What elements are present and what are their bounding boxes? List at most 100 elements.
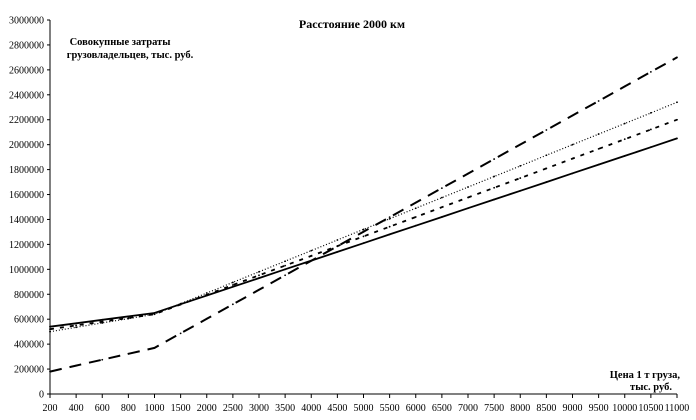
data-point-dotted (284, 260, 287, 263)
series-line-dotted (49, 101, 678, 333)
x-tick-label: 10500 (638, 403, 663, 414)
y-tick-label: 600000 (14, 315, 44, 326)
data-point-long-dash (649, 71, 652, 73)
data-point-solid (571, 172, 574, 175)
data-point-long-dash (623, 85, 626, 88)
x-tick-label: 8500 (536, 403, 556, 414)
y-tick-label: 1600000 (9, 190, 44, 201)
x-tick-label: 8000 (510, 403, 530, 414)
data-point-long-dash (101, 358, 104, 361)
data-point-long-dash (388, 216, 391, 219)
data-point-dotted (597, 133, 600, 135)
data-point-solid (336, 250, 339, 253)
y-axis-label-line2: грузовладельцев, тыс. руб. (67, 50, 194, 61)
data-point-dotted (310, 249, 313, 252)
data-point-dotted (336, 239, 339, 241)
data-point-short-dash (231, 284, 234, 286)
data-point-short-dash (649, 128, 652, 131)
data-point-dotted (571, 143, 574, 146)
data-point-long-dash (545, 129, 548, 131)
data-point-solid (597, 163, 600, 166)
series-line-short-dash (49, 118, 678, 331)
x-tick-label: 7000 (458, 403, 478, 414)
data-point-solid (388, 233, 391, 236)
x-tick-label: 3500 (275, 403, 295, 414)
data-point-solid (467, 207, 469, 210)
y-axis-label-line1: Совокупные затраты (70, 37, 171, 48)
x-tick-label: 200 (43, 403, 58, 414)
data-point-short-dash (467, 196, 469, 199)
y-tick-label: 1000000 (9, 265, 44, 276)
data-point-dotted (49, 330, 51, 333)
data-point-long-dash (231, 303, 234, 306)
data-point-dotted (545, 154, 548, 157)
data-point-dotted (623, 122, 626, 125)
data-point-solid (101, 318, 104, 321)
x-tick-label: 9500 (589, 403, 609, 414)
data-point-short-dash (414, 216, 417, 218)
data-point-long-dash (75, 364, 78, 367)
x-tick-label: 4500 (327, 403, 347, 414)
data-point-dotted (362, 228, 365, 231)
data-point-short-dash (571, 157, 574, 160)
x-tick-label: 3000 (249, 403, 269, 414)
data-point-solid (545, 181, 548, 183)
y-tick-label: 2400000 (9, 90, 44, 101)
x-axis-label-line1: Цена 1 т груза, (610, 370, 681, 381)
data-point-short-dash (284, 264, 287, 267)
y-tick-label: 3000000 (9, 16, 44, 27)
data-point-solid (440, 216, 443, 218)
data-point-long-dash (414, 201, 417, 204)
data-point-long-dash (571, 114, 574, 117)
x-tick-label: 9000 (563, 403, 583, 414)
y-tick-label: 0 (39, 390, 44, 401)
x-tick-label: 6500 (432, 403, 452, 414)
data-point-solid (153, 312, 156, 314)
data-point-dotted (676, 101, 678, 104)
x-tick-label: 1500 (171, 403, 191, 414)
data-point-solid (127, 315, 130, 318)
data-point-long-dash (519, 143, 522, 146)
data-point-long-dash (362, 230, 365, 233)
series-line-long-dash (49, 56, 678, 373)
y-tick-label: 2200000 (9, 115, 44, 126)
y-tick-label: 1800000 (9, 165, 44, 176)
x-tick-label: 800 (121, 403, 136, 414)
data-point-solid (231, 285, 234, 288)
data-point-short-dash (597, 148, 600, 150)
data-point-long-dash (597, 100, 600, 102)
data-point-dotted (75, 326, 78, 329)
data-point-solid (75, 322, 78, 325)
data-point-short-dash (519, 177, 522, 179)
x-tick-label: 2000 (197, 403, 217, 414)
data-point-short-dash (179, 303, 182, 306)
data-point-short-dash (258, 274, 260, 277)
data-point-short-dash (49, 328, 51, 331)
data-point-dotted (493, 175, 496, 178)
data-point-long-dash (493, 158, 496, 160)
y-tick-label: 400000 (14, 340, 44, 351)
data-point-solid (258, 277, 260, 279)
data-point-long-dash (127, 352, 130, 355)
y-tick-label: 2000000 (9, 140, 44, 151)
y-tick-label: 200000 (14, 365, 44, 376)
x-tick-label: 400 (69, 403, 84, 414)
x-tick-label: 5000 (354, 403, 374, 414)
chart-title: Расстояние 2000 км (299, 17, 405, 31)
data-point-dotted (440, 196, 443, 199)
data-point-long-dash (467, 172, 469, 175)
data-point-long-dash (49, 370, 51, 373)
data-point-solid (362, 242, 365, 245)
data-point-solid (414, 224, 417, 227)
data-point-solid (49, 325, 51, 328)
y-tick-label: 2600000 (9, 65, 44, 76)
data-point-short-dash (362, 235, 365, 238)
data-point-dotted (231, 281, 234, 284)
y-tick-label: 1200000 (9, 240, 44, 251)
data-point-dotted (414, 207, 417, 210)
data-point-long-dash (310, 259, 313, 262)
data-point-dotted (258, 270, 260, 273)
x-tick-label: 2500 (223, 403, 243, 414)
data-point-short-dash (153, 313, 156, 316)
